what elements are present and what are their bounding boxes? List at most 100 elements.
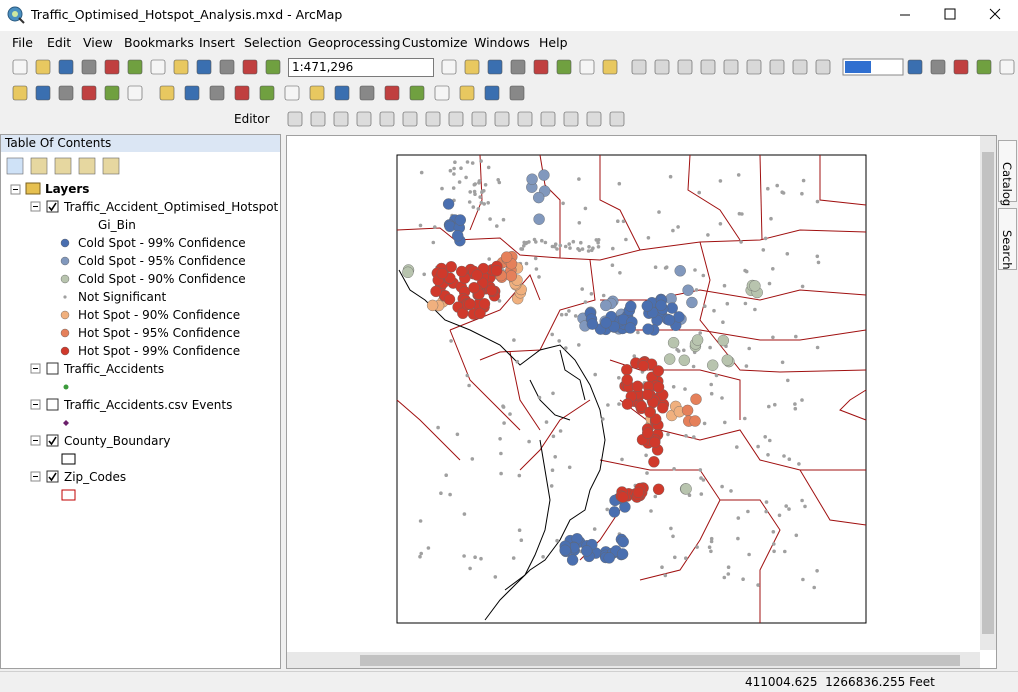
map-point bbox=[600, 317, 612, 329]
menu-item[interactable]: Edit bbox=[47, 35, 72, 50]
side-tab-label[interactable]: Catalog bbox=[1000, 162, 1014, 207]
map-point bbox=[621, 219, 626, 224]
map-point bbox=[787, 457, 792, 462]
map-point bbox=[701, 478, 706, 482]
map-point bbox=[671, 385, 676, 389]
side-tab[interactable] bbox=[998, 140, 1017, 202]
toolbar-icons[interactable] bbox=[0, 55, 1018, 135]
legend-label: Cold Spot - 90% Confidence bbox=[78, 272, 246, 286]
tool-button bbox=[815, 59, 831, 75]
menu-item[interactable]: Customize bbox=[402, 35, 468, 50]
map-point bbox=[701, 273, 706, 278]
map-point bbox=[655, 299, 667, 311]
map-point bbox=[534, 267, 539, 271]
map-point bbox=[712, 308, 716, 313]
map-point bbox=[559, 312, 564, 317]
map-point bbox=[566, 554, 579, 566]
map-point bbox=[533, 213, 545, 225]
legend-label: Hot Spot - 90% Confidence bbox=[78, 308, 241, 322]
scroll-thumb[interactable] bbox=[982, 152, 994, 634]
tool-button bbox=[907, 59, 923, 75]
tool-button bbox=[356, 111, 372, 127]
map-point bbox=[642, 323, 654, 335]
tool-button bbox=[434, 85, 450, 101]
map-point bbox=[555, 247, 559, 251]
map-point bbox=[687, 493, 692, 498]
map-view[interactable] bbox=[287, 136, 980, 650]
layer-name[interactable]: Traffic_Accidents bbox=[64, 362, 165, 376]
map-point bbox=[538, 169, 550, 181]
map-point bbox=[596, 240, 600, 245]
scale-box[interactable]: 1:471,296 bbox=[288, 58, 434, 77]
map-point bbox=[740, 212, 744, 216]
tool-button bbox=[464, 59, 480, 75]
map-point bbox=[478, 298, 491, 310]
map-point bbox=[527, 240, 531, 244]
map-point bbox=[773, 402, 777, 407]
tool-button bbox=[334, 85, 350, 101]
window-controls[interactable] bbox=[880, 0, 1018, 31]
menu-item[interactable]: Bookmarks bbox=[124, 35, 194, 50]
map-point bbox=[683, 387, 687, 391]
layer-name[interactable]: County_Boundary bbox=[64, 434, 171, 448]
map-point bbox=[772, 542, 776, 546]
map-point bbox=[515, 359, 520, 364]
map-point bbox=[471, 205, 476, 209]
map-point bbox=[561, 201, 565, 206]
tool-button bbox=[242, 59, 258, 75]
map-point bbox=[586, 249, 591, 253]
tool-button bbox=[81, 59, 97, 75]
scroll-thumb[interactable] bbox=[360, 655, 960, 666]
map-point bbox=[697, 190, 701, 195]
map-point bbox=[543, 240, 548, 245]
map-point bbox=[419, 551, 424, 556]
menu-item[interactable]: File bbox=[12, 35, 33, 50]
tool-button bbox=[12, 59, 28, 75]
title-bar bbox=[0, 0, 1018, 31]
side-tab[interactable] bbox=[998, 208, 1017, 270]
editor-menu[interactable]: Editor bbox=[234, 112, 270, 126]
tool-button bbox=[12, 85, 28, 101]
map-point bbox=[465, 373, 470, 378]
map-point bbox=[550, 332, 554, 337]
map-point bbox=[587, 245, 591, 249]
map-point bbox=[709, 382, 713, 387]
layer-name[interactable]: Traffic_Accidents.csv Events bbox=[64, 398, 233, 412]
map-point bbox=[448, 168, 453, 173]
map-point bbox=[692, 435, 696, 439]
menu-item[interactable]: Selection bbox=[244, 35, 302, 50]
tool-button bbox=[259, 85, 275, 101]
menu-item[interactable]: Windows bbox=[474, 35, 530, 50]
map-point bbox=[456, 265, 468, 278]
tool-button bbox=[310, 111, 326, 127]
map-point bbox=[636, 330, 640, 335]
map-point bbox=[693, 268, 697, 272]
map-point bbox=[649, 509, 653, 513]
menu-item[interactable]: Geoprocessing bbox=[308, 35, 401, 50]
map-point bbox=[473, 192, 477, 196]
map-point bbox=[793, 406, 798, 411]
menu-item[interactable]: Insert bbox=[199, 35, 235, 50]
toc-button bbox=[54, 157, 72, 175]
map-point bbox=[653, 494, 658, 499]
map-point bbox=[775, 183, 779, 188]
map-point bbox=[794, 533, 799, 538]
map-point bbox=[591, 246, 595, 250]
map-point bbox=[676, 225, 680, 229]
map-point bbox=[690, 393, 702, 405]
map-point bbox=[501, 404, 505, 409]
layer-name[interactable]: Zip_Codes bbox=[64, 470, 127, 484]
map-point bbox=[464, 175, 468, 180]
menu-item[interactable]: View bbox=[83, 35, 113, 50]
map-point bbox=[517, 473, 522, 478]
tool-button bbox=[384, 85, 400, 101]
side-tab-label[interactable]: Search bbox=[1000, 230, 1014, 270]
map-point bbox=[467, 383, 471, 388]
tool-button bbox=[677, 59, 693, 75]
menu-item[interactable]: Help bbox=[539, 35, 568, 50]
map-point bbox=[769, 216, 773, 221]
map-point bbox=[663, 314, 676, 326]
map-point bbox=[567, 465, 572, 470]
layer-name[interactable]: Traffic_Accident_Optimised_Hotspot bbox=[64, 200, 279, 214]
